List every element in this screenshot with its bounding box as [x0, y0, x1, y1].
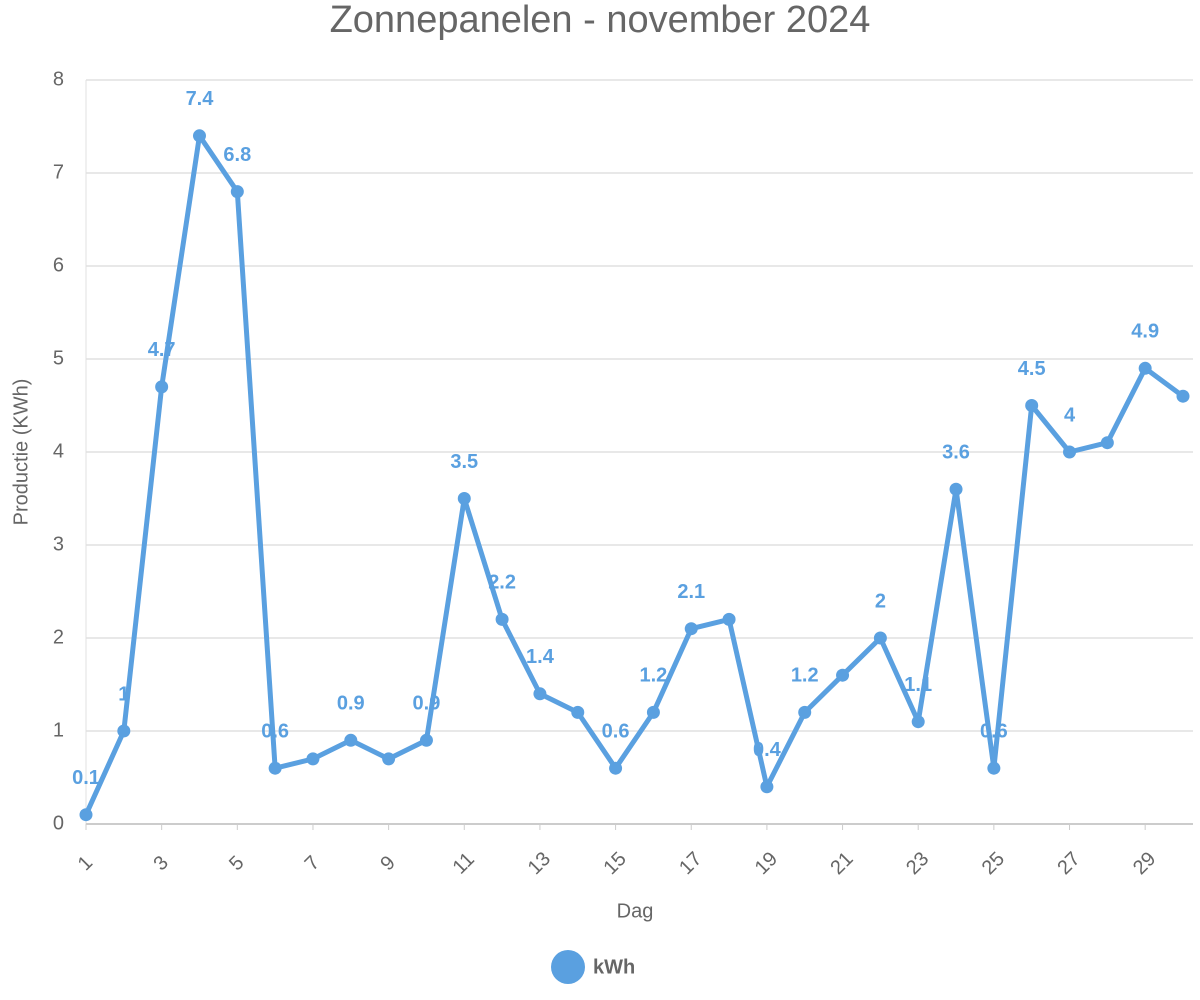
data-label: 4.5 — [1018, 358, 1046, 380]
x-tick-label: 5 — [225, 852, 248, 875]
data-label: 4.9 — [1131, 321, 1159, 343]
point — [798, 705, 812, 719]
point — [344, 733, 358, 747]
x-tick-label: 1 — [74, 852, 97, 875]
x-tick-label: 29 — [1129, 848, 1160, 879]
y-tick-label: 2 — [53, 626, 64, 648]
point — [722, 612, 736, 626]
data-label: 0.1 — [72, 767, 100, 789]
x-tick-label: 3 — [149, 852, 172, 875]
point — [646, 705, 660, 719]
data-label: 1.4 — [526, 646, 555, 668]
x-tick-label: 27 — [1053, 848, 1084, 879]
point — [457, 492, 471, 505]
y-tick-label: 1 — [53, 719, 64, 741]
point — [609, 761, 623, 775]
y-tick-label: 3 — [53, 533, 64, 555]
legend-label: kWh — [593, 956, 635, 978]
point — [533, 687, 547, 701]
point — [684, 622, 698, 636]
data-label: 0.9 — [337, 693, 365, 715]
point — [836, 668, 850, 682]
x-tick-label: 19 — [751, 848, 782, 879]
x-axis-label: Dag — [617, 900, 654, 922]
x-tick-label: 13 — [524, 848, 555, 879]
y-tick-label: 6 — [53, 254, 64, 276]
point — [1100, 436, 1114, 450]
data-label: 0.6 — [261, 720, 289, 742]
data-label: 0.9 — [413, 693, 441, 715]
point — [911, 715, 925, 729]
point — [760, 780, 774, 794]
legend-swatch — [551, 950, 585, 984]
x-tick-label: 23 — [902, 848, 933, 879]
point — [949, 482, 963, 496]
data-label: 7.4 — [186, 88, 215, 110]
data-label: 0.6 — [980, 720, 1008, 742]
point — [1138, 361, 1152, 375]
data-label: 3.5 — [450, 451, 478, 473]
data-label: 1 — [118, 683, 129, 705]
data-label: 6.8 — [223, 144, 251, 166]
y-tick-label: 8 — [53, 68, 64, 90]
point — [79, 808, 93, 822]
point — [192, 129, 206, 143]
point — [419, 733, 433, 747]
point — [987, 761, 1001, 775]
x-tick-label: 15 — [599, 848, 630, 879]
line — [83, 133, 1185, 816]
x-tick-label: 21 — [826, 848, 857, 879]
data-label: 0.6 — [602, 720, 630, 742]
y-tick-label: 4 — [53, 440, 64, 462]
data-label: 4 — [1064, 404, 1076, 426]
y-axis-label: Productie (KWh) — [10, 379, 32, 526]
y-tick-label: 0 — [53, 812, 64, 834]
data-label: 3.6 — [942, 441, 970, 463]
data-label: 4.7 — [148, 339, 176, 361]
data-label: 1.1 — [904, 674, 932, 696]
x-tick-label: 17 — [675, 848, 706, 879]
data-label: 2.2 — [488, 572, 516, 594]
point — [306, 752, 320, 766]
data-label: 1.2 — [791, 665, 819, 687]
point — [230, 185, 244, 199]
y-tick-label: 7 — [53, 161, 64, 183]
chart-title: Zonnepanelen - november 2024 — [330, 0, 871, 41]
data-label: 2 — [875, 590, 886, 612]
point — [155, 380, 169, 394]
point — [495, 612, 509, 626]
point — [1063, 445, 1077, 459]
y-tick-label: 5 — [53, 347, 64, 369]
data-label: 1.2 — [640, 665, 668, 687]
data-label: 2.1 — [677, 581, 705, 603]
point — [117, 724, 131, 738]
data-label: 0.4 — [753, 739, 782, 761]
x-tick-label: 9 — [376, 852, 399, 875]
point — [873, 631, 887, 645]
x-tick-label: 7 — [301, 852, 324, 875]
point — [268, 761, 282, 775]
x-tick-label: 25 — [978, 848, 1009, 879]
point — [571, 705, 585, 719]
point — [382, 752, 396, 766]
point — [1025, 399, 1039, 412]
point — [1176, 389, 1190, 403]
x-tick-label: 11 — [449, 848, 479, 878]
